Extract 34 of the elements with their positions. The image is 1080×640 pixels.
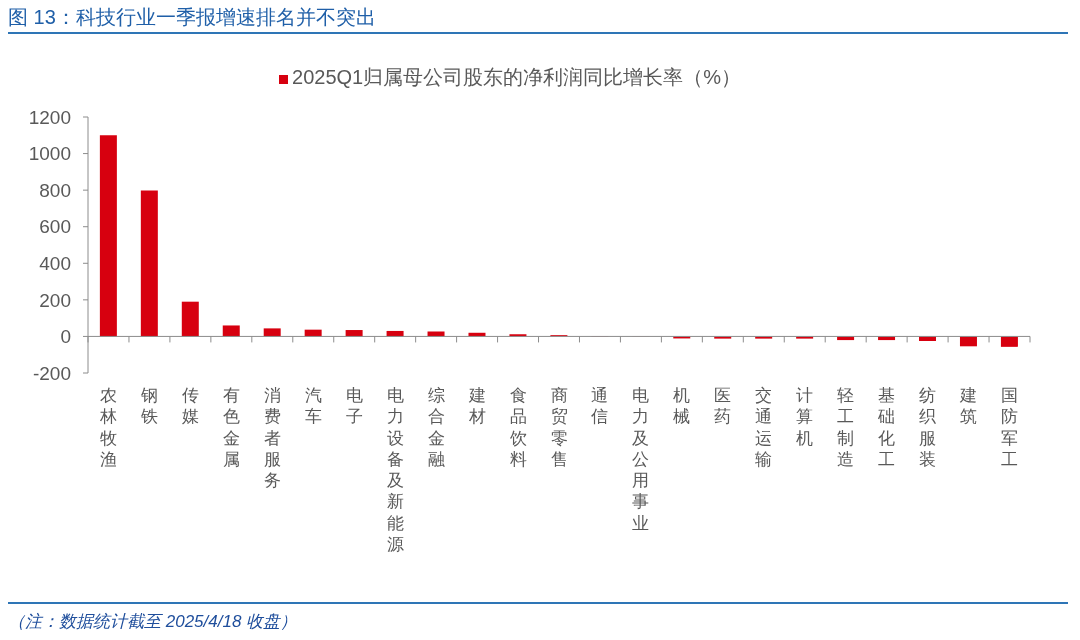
- x-tick-label: 纺织服装: [919, 386, 937, 469]
- y-tick-label: 400: [39, 253, 71, 275]
- x-tick-label: 计算机: [796, 386, 814, 448]
- chart-title: 图 13：科技行业一季报增速排名并不突出: [8, 5, 376, 30]
- x-tick-label: 汽车: [304, 386, 322, 427]
- x-tick-label: 有色金属: [222, 386, 240, 469]
- x-tick-label: 钢铁: [139, 386, 158, 427]
- y-tick-label: 800: [39, 179, 71, 201]
- x-tick-label: 国防军工: [1001, 386, 1019, 469]
- y-tick-label: 600: [39, 216, 71, 238]
- x-tick-label: 综合金融: [427, 386, 445, 469]
- x-tick-label: 通信: [591, 386, 609, 427]
- x-tick-label: 电子: [345, 386, 363, 427]
- x-tick-label: 建筑: [959, 386, 978, 427]
- x-tick-label: 消费者服务: [263, 386, 281, 491]
- y-tick-label: -200: [32, 362, 71, 384]
- x-tick-label: 机械: [673, 386, 691, 427]
- x-tick-label: 医药: [714, 386, 732, 427]
- x-tick-label: 农林牧渔: [98, 386, 117, 469]
- x-tick-label: 电力及公用事业: [632, 386, 650, 533]
- x-tick-label: 交通运输: [755, 386, 773, 469]
- y-tick-label: 200: [39, 289, 71, 311]
- text: （注：数据统计截至 2025/4/18 收盘）: [8, 611, 298, 633]
- y-tick-label: 0: [60, 326, 71, 348]
- y-tick-label: 1000: [28, 143, 71, 165]
- y-tick-label: 1200: [28, 106, 71, 128]
- x-tick-label: 食品饮料: [508, 386, 527, 469]
- legend-label: 2025Q1归属母公司股东的净利润同比增长率（%）: [292, 66, 741, 88]
- x-tick-label: 建材: [467, 386, 486, 427]
- x-tick-label: 传媒: [181, 386, 199, 427]
- x-tick-label: 基础化工: [877, 386, 896, 469]
- x-tick-label: 电力设备及新能源: [386, 386, 404, 554]
- x-tick-label: 轻工制造: [837, 386, 855, 469]
- x-tick-label: 商贸零售: [550, 386, 568, 469]
